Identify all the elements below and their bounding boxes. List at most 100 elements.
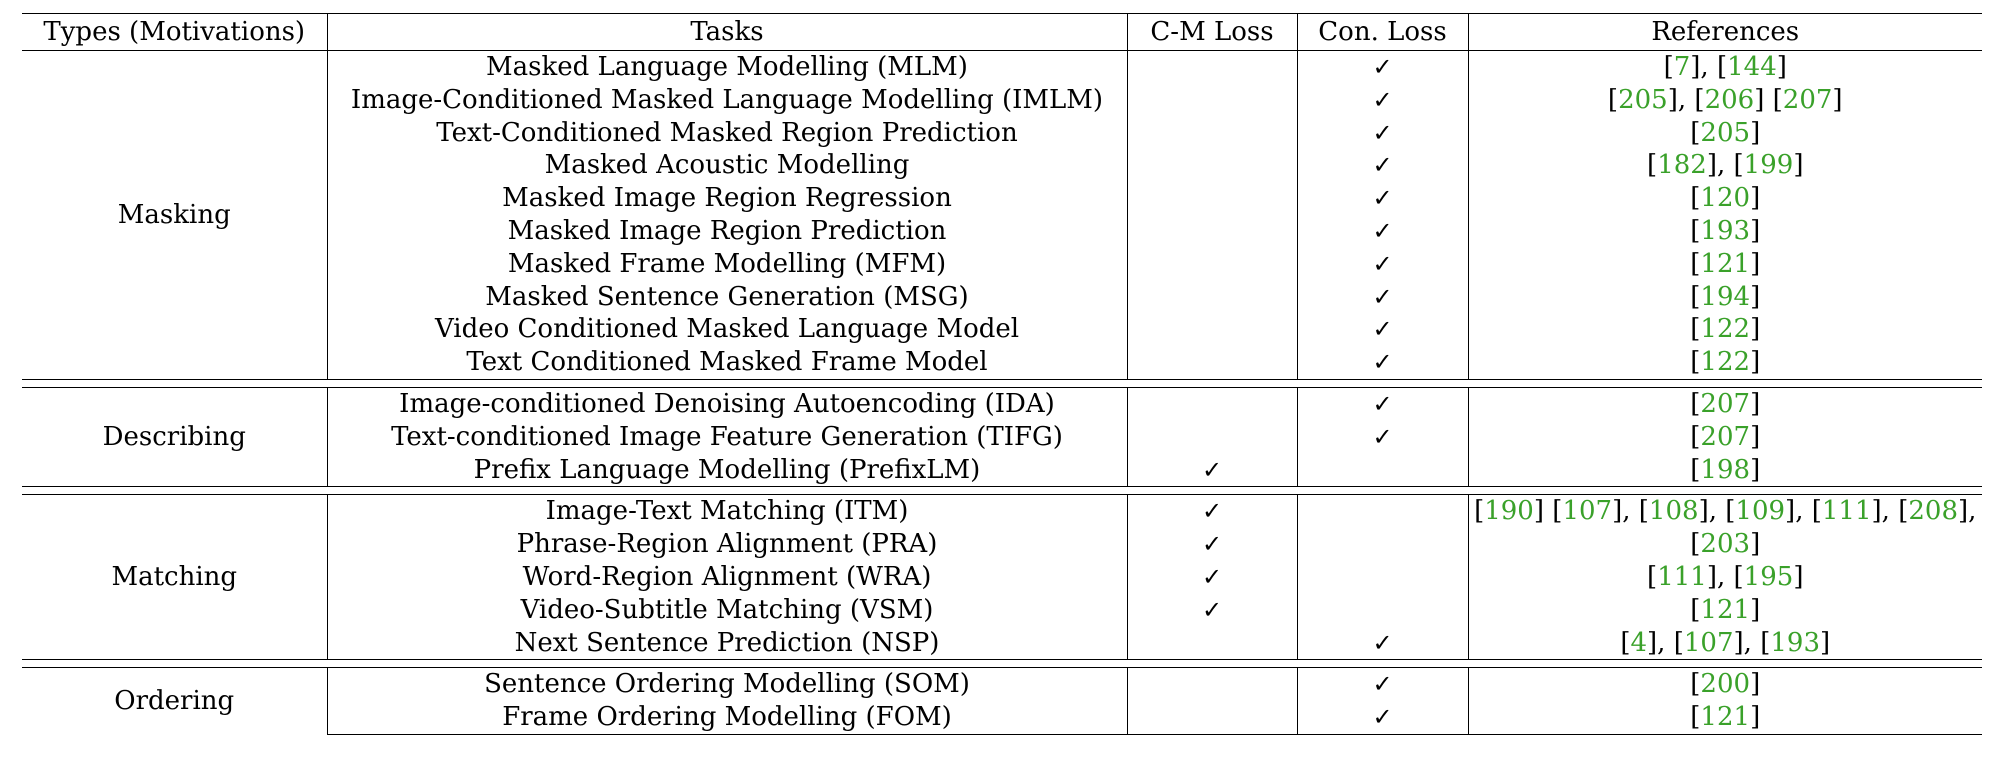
citation-link[interactable]: 194: [1700, 281, 1751, 312]
citation-link[interactable]: 121: [1700, 702, 1751, 733]
citation-link[interactable]: 122: [1700, 347, 1751, 378]
check-icon: ✓: [1201, 595, 1223, 624]
cm-loss-cell: [1127, 667, 1298, 702]
citation-link[interactable]: 199: [1743, 150, 1794, 181]
task-cell: Sentence Ordering Modelling (SOM): [327, 667, 1128, 702]
con-loss-cell: ✓: [1297, 420, 1469, 454]
ref-bracket-close: ]: [1750, 669, 1761, 700]
citation-link[interactable]: 193: [1770, 627, 1820, 658]
table-row: Phrase-Region Alignment (PRA) ✓ [203]: [22, 528, 1982, 561]
ref-bracket-open: [: [1474, 496, 1485, 527]
ref-bracket-close: ]: [1750, 117, 1761, 148]
task-cell: Prefix Language Modelling (PrefixLM): [327, 453, 1128, 487]
table-row: Video-Subtitle Matching (VSM) ✓ [121]: [22, 593, 1982, 627]
citation-link[interactable]: 200: [1700, 669, 1751, 700]
citation-link[interactable]: 182: [1657, 150, 1707, 181]
citation-link[interactable]: 190: [1484, 496, 1534, 527]
ref-bracket-close: ]: [1750, 529, 1761, 560]
table-row: Text Conditioned Masked Frame Model ✓ [122…: [22, 346, 1982, 380]
citation-link[interactable]: 121: [1700, 248, 1751, 279]
ref-bracket-close: ]: [1750, 215, 1761, 246]
ref-bracket-open: [: [1733, 561, 1744, 592]
task-cell: Masked Language Modelling (MLM): [327, 49, 1128, 84]
table-row: Matching Image-Text Matching (ITM) ✓ [190] …: [22, 494, 1982, 660]
ref-bracket-close: ],: [1733, 627, 1761, 658]
citation-link[interactable]: 121: [1700, 594, 1751, 625]
references-cell: [122]: [1468, 313, 1982, 346]
cm-loss-cell: [1127, 346, 1298, 380]
ref-bracket-open: [: [1690, 347, 1701, 378]
table-row: Masked Acoustic Modelling ✓ [182], [199]: [22, 149, 1982, 183]
citation-link[interactable]: 203: [1700, 529, 1751, 560]
citation-link[interactable]: 122: [1700, 314, 1751, 345]
citation-link[interactable]: 198: [1700, 454, 1751, 485]
citation-link[interactable]: 193: [1700, 215, 1751, 246]
cm-loss-cell: [1127, 386, 1298, 421]
header-row: Types (Motivations) Tasks C-M Loss Con. …: [22, 13, 1982, 51]
check-icon: ✓: [1372, 315, 1393, 344]
cm-loss-cell: [1127, 116, 1298, 150]
con-loss-cell: ✓: [1297, 667, 1469, 702]
check-icon: ✓: [1201, 562, 1223, 591]
citation-link[interactable]: 205: [1618, 84, 1668, 115]
citation-link[interactable]: 206: [1704, 84, 1755, 115]
ref-bracket-open: [: [1690, 117, 1701, 148]
citation-link[interactable]: 107: [1683, 627, 1734, 658]
type-cell: Describing: [22, 386, 328, 487]
ref-bracket-open: [: [1716, 52, 1728, 82]
citation-link[interactable]: 108: [1648, 496, 1699, 527]
con-loss-cell: ✓: [1297, 83, 1469, 117]
citation-link[interactable]: 111: [1657, 561, 1707, 592]
table-row: Masked Sentence Generation (MSG) ✓ [194]: [22, 280, 1982, 314]
ref-bracket-close: ]: [1793, 561, 1804, 592]
ref-bracket-close: ]: [1776, 52, 1787, 82]
citation-link[interactable]: 7: [1673, 52, 1691, 82]
citation-link[interactable]: 120: [1700, 183, 1751, 214]
table-row: Text-Conditioned Masked Region Predictio…: [22, 116, 1982, 150]
cm-loss-cell: [1127, 182, 1298, 215]
references-cell: [194]: [1468, 281, 1982, 314]
ref-bracket-open: [: [1760, 627, 1771, 658]
references-cell: [7], [144]: [1468, 49, 1982, 84]
references-cell: [121]: [1468, 594, 1982, 627]
table-row: Video Conditioned Masked Language Model ✓…: [22, 313, 1982, 347]
citation-link[interactable]: 107: [1562, 496, 1613, 527]
citation-link[interactable]: 207: [1700, 421, 1751, 452]
pretraining-tasks-table-container: Types (Motivations) Tasks C-M Loss Con. …: [22, 13, 1982, 735]
check-icon: ✓: [1201, 497, 1223, 526]
ref-bracket-open: [: [1811, 496, 1822, 527]
table-row: Prefix Language Modelling (PrefixLM) ✓ [19…: [22, 453, 1982, 487]
check-icon: ✓: [1372, 282, 1393, 311]
citation-link[interactable]: 208: [1908, 496, 1959, 527]
citation-link[interactable]: 4: [1630, 627, 1648, 658]
pretraining-tasks-table: Types (Motivations) Tasks C-M Loss Con. …: [22, 13, 1982, 735]
ref-bracket-close: ]: [1750, 421, 1761, 452]
table-row: Masking Masked Language Modelling (MLM) ✓ […: [22, 49, 1982, 380]
ref-bracket-close: ]: [1750, 183, 1761, 214]
citation-link[interactable]: 109: [1735, 496, 1786, 527]
citation-link[interactable]: 195: [1743, 561, 1794, 592]
citation-link[interactable]: 111: [1821, 496, 1872, 527]
ref-bracket-close: ],: [1612, 496, 1639, 527]
ref-bracket-close: ]: [1750, 347, 1761, 378]
references-cell: [121]: [1468, 248, 1982, 281]
check-icon: ✓: [1372, 703, 1393, 732]
table-row: Masked Frame Modelling (MFM) ✓ [121]: [22, 247, 1982, 281]
citation-link[interactable]: 205: [1700, 117, 1751, 148]
task-cell: Next Sentence Prediction (NSP): [327, 626, 1128, 660]
ref-bracket-close: ],: [1958, 496, 1977, 527]
ref-bracket-close: ],: [1785, 496, 1812, 527]
citation-link[interactable]: 207: [1782, 84, 1833, 115]
citation-link[interactable]: 144: [1727, 52, 1777, 82]
separator-cell: [22, 378, 1982, 388]
ref-bracket-close: ],: [1871, 496, 1899, 527]
group-separator: [22, 378, 1982, 388]
ref-bracket-close: ],: [1706, 150, 1734, 181]
task-cell: Masked Sentence Generation (MSG): [327, 280, 1128, 314]
ref-bracket-open: [: [1690, 248, 1701, 279]
ref-bracket-open: [: [1673, 627, 1684, 658]
check-icon: ✓: [1201, 455, 1223, 484]
citation-link[interactable]: 207: [1700, 388, 1751, 419]
ref-bracket-open: [: [1694, 84, 1705, 115]
references-cell: [111], [195]: [1468, 561, 1982, 594]
